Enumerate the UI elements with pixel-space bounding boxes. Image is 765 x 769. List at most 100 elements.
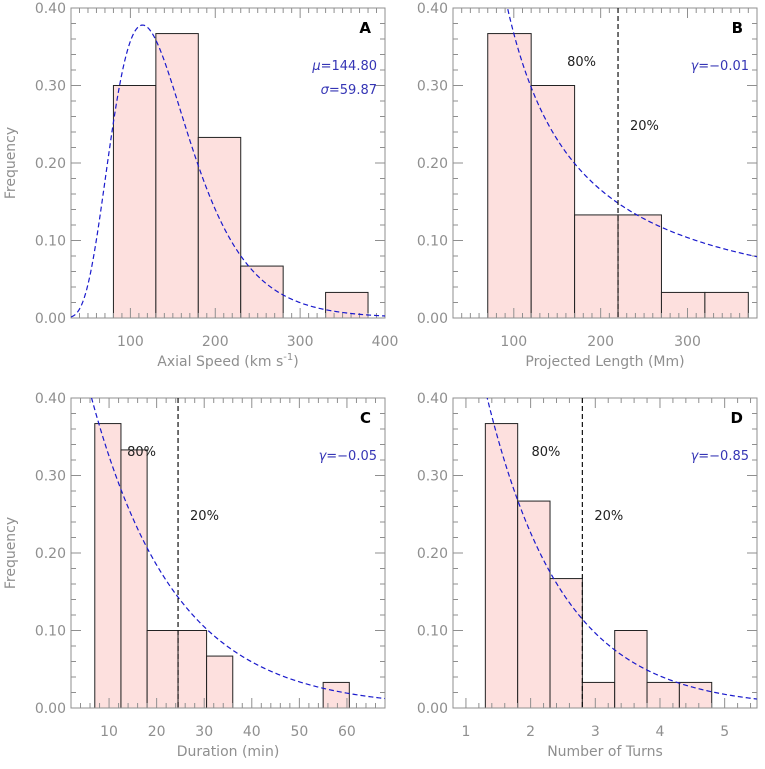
histogram-bar [487, 33, 532, 319]
pct-label-left: 80% [567, 55, 596, 70]
x-axis-title-superscript: -1 [283, 352, 293, 363]
gamma-symbol: γ [691, 449, 700, 464]
y-tick-label: 0.00 [417, 701, 448, 717]
y-tick-label: 0.30 [417, 469, 448, 485]
panel-a: 0.00 0.10 0.20 0.30 0.40 100 200 300 400 Axial Sp… [3, 1, 398, 370]
histogram-bar [112, 85, 157, 319]
histogram-bar [704, 291, 749, 319]
gamma-text: γ=−0.05 [319, 449, 377, 464]
fit-curve [506, 8, 757, 258]
x-tick-label: 400 [372, 334, 399, 350]
histogram-bar [660, 291, 706, 319]
pct-label-left: 80% [127, 445, 156, 460]
x-tick-label: 1 [461, 724, 470, 740]
y-tick-label: 0.20 [35, 546, 66, 562]
x-tick-label: 20 [148, 724, 166, 740]
gamma-value: =−0.85 [698, 449, 749, 464]
histogram-bar [206, 655, 234, 709]
x-tick-label: 40 [243, 724, 261, 740]
x-axis-title: Axial Speed (km s-1) [157, 352, 298, 370]
y-tick-label: 0.40 [35, 391, 66, 407]
histogram-bar [94, 423, 122, 709]
histogram-bar [322, 681, 350, 709]
stat-value: =59.87 [329, 83, 377, 98]
histogram-bar [120, 449, 148, 709]
x-tick-label: 4 [656, 724, 665, 740]
x-tick-label: 3 [591, 724, 600, 740]
histogram-bar [197, 136, 242, 319]
y-tick-label: 0.10 [35, 624, 66, 640]
y-tick-label: 0.10 [417, 234, 448, 250]
panel-letter: D [731, 409, 743, 427]
histogram-bar [614, 630, 648, 709]
y-tick-label: 0.40 [417, 391, 448, 407]
x-tick-label: 100 [500, 334, 527, 350]
x-tick-label: 50 [290, 724, 308, 740]
x-tick-label: 300 [674, 334, 701, 350]
panel-c: 0.00 0.10 0.20 0.30 0.40 10 20 30 40 50 60 Duration… [3, 391, 386, 760]
y-tick-label: 0.20 [417, 156, 448, 172]
y-tick-label: 0.20 [35, 156, 66, 172]
stat-text: σ=59.87 [321, 83, 377, 98]
y-tick-label: 0.00 [35, 701, 66, 717]
x-axis-title: Number of Turns [547, 744, 663, 760]
x-axis-title: Projected Length (Mm) [525, 354, 684, 370]
pct-label-left: 80% [531, 445, 560, 460]
stat-symbol: μ [311, 59, 320, 74]
x-tick-label: 10 [100, 724, 118, 740]
histogram-bar [146, 630, 179, 709]
y-tick-label: 0.30 [35, 79, 66, 95]
pct-label-right: 20% [630, 119, 659, 134]
histogram-bar [484, 423, 519, 709]
histogram-bar [155, 33, 199, 319]
histogram-bar [517, 500, 551, 709]
histogram-bar [177, 630, 208, 709]
y-tick-label: 0.40 [35, 1, 66, 17]
y-tick-label: 0.00 [35, 311, 66, 327]
y-axis-title: Frequency [3, 517, 19, 589]
histogram-bar [530, 85, 576, 319]
gamma-value: =−0.01 [698, 59, 749, 74]
x-axis-title-main: Axial Speed (km s [157, 354, 283, 370]
x-tick-label: 200 [202, 334, 229, 350]
panel-letter: B [732, 19, 743, 37]
y-tick-label: 0.30 [35, 469, 66, 485]
histogram-bar [549, 578, 583, 709]
y-tick-label: 0.40 [417, 1, 448, 17]
histogram-bar [325, 291, 369, 319]
panel-b: 0.00 0.10 0.20 0.30 0.40 100 200 300 Projected L… [417, 1, 758, 370]
pct-label-right: 20% [190, 509, 219, 524]
gamma-text: γ=−0.01 [691, 59, 749, 74]
x-tick-label: 100 [117, 334, 144, 350]
x-tick-label: 300 [287, 334, 314, 350]
histogram-bar [646, 681, 680, 709]
gamma-symbol: γ [319, 449, 328, 464]
histogram-bar [574, 214, 619, 319]
panel-d: 0.00 0.10 0.20 0.30 0.40 1 2 3 4 5 Number of Turns… [417, 391, 758, 760]
x-axis-title-end: ) [293, 354, 298, 370]
stat-text: μ=144.80 [311, 59, 377, 74]
fit-curve [71, 24, 385, 318]
y-axis-title: Frequency [3, 127, 19, 199]
x-tick-label: 200 [587, 334, 614, 350]
y-tick-label: 0.10 [35, 234, 66, 250]
histogram-bar [617, 214, 662, 319]
histogram-bar [581, 681, 616, 709]
x-tick-label: 60 [338, 724, 356, 740]
gamma-value: =−0.05 [326, 449, 377, 464]
x-tick-label: 30 [195, 724, 213, 740]
pct-label-right: 20% [594, 509, 623, 524]
panel-letter: C [360, 409, 371, 427]
histogram-bar [678, 681, 713, 709]
gamma-symbol: γ [691, 59, 700, 74]
y-tick-label: 0.30 [417, 79, 448, 95]
stat-value: =144.80 [321, 59, 377, 74]
x-tick-label: 5 [720, 724, 729, 740]
x-axis-title: Duration (min) [177, 744, 280, 760]
fit-curve [486, 398, 757, 700]
y-tick-label: 0.00 [417, 311, 448, 327]
stat-symbol: σ [321, 83, 330, 98]
gamma-text: γ=−0.85 [691, 449, 749, 464]
x-tick-label: 2 [526, 724, 535, 740]
